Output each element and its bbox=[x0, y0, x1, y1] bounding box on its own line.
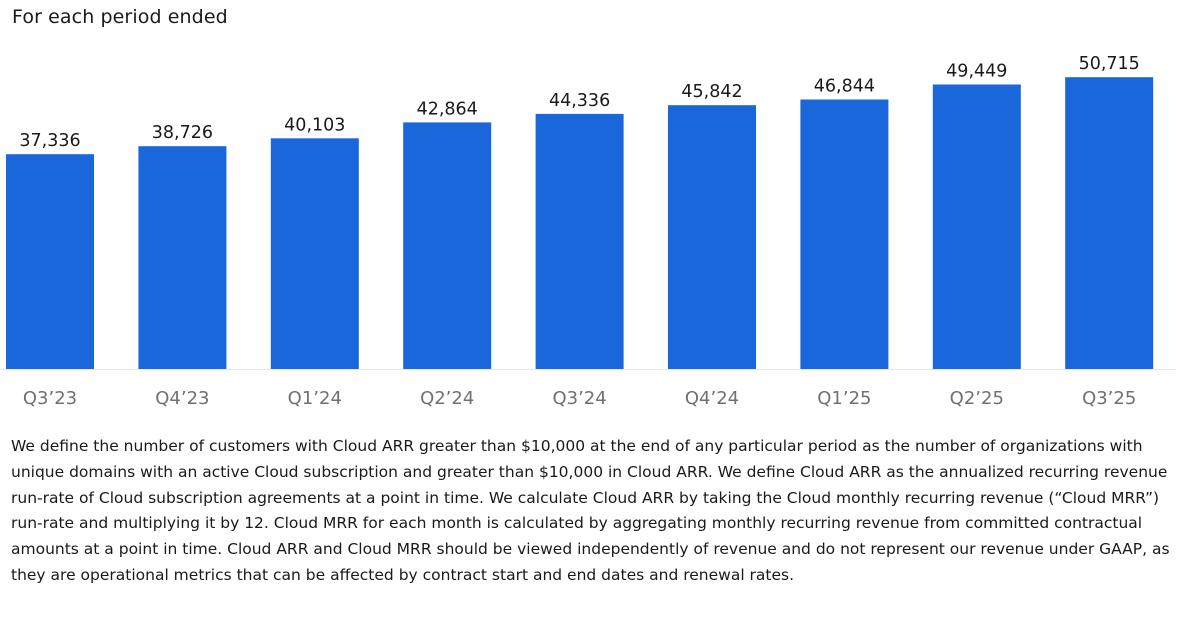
footnote-text: We define the number of customers with C… bbox=[11, 437, 1170, 584]
value-labels-group: 37,336 38,726 40,103 42,864 44,336 45,842 46,8… bbox=[19, 54, 1139, 151]
bar-1 bbox=[138, 146, 227, 369]
bar-0 bbox=[6, 154, 94, 369]
bar-6 bbox=[800, 99, 889, 369]
x-tick-labels-group: Q3’23 Q4’23 Q1’24 Q2’24 Q3’24 Q4’24 Q1’25 Q2’25… bbox=[23, 388, 1136, 409]
x-tick-label: Q3’24 bbox=[552, 388, 606, 409]
bar-value-label: 37,336 bbox=[19, 131, 80, 151]
bar-4 bbox=[535, 113, 624, 370]
bar-5 bbox=[668, 105, 756, 369]
bar-value-label: 44,336 bbox=[549, 91, 610, 111]
x-tick-label: Q2’25 bbox=[950, 388, 1004, 409]
bar-value-label: 38,726 bbox=[152, 123, 213, 143]
x-tick-label: Q4’23 bbox=[155, 388, 209, 409]
x-tick-label: Q3’23 bbox=[23, 388, 77, 409]
x-tick-label: Q3’25 bbox=[1082, 388, 1136, 409]
bar-value-label: 49,449 bbox=[946, 62, 1007, 82]
bar-value-label: 46,844 bbox=[814, 77, 875, 97]
bar-8 bbox=[1065, 77, 1154, 369]
bar-value-label: 40,103 bbox=[284, 115, 345, 135]
x-tick-label: Q1’24 bbox=[288, 388, 342, 409]
bars-group bbox=[6, 77, 1154, 370]
bar-value-label: 42,864 bbox=[417, 99, 478, 119]
bar-value-label: 45,842 bbox=[681, 82, 742, 102]
bar-3 bbox=[403, 122, 492, 370]
x-tick-label: Q1’25 bbox=[817, 388, 871, 409]
bar-2 bbox=[270, 138, 359, 369]
bar-chart: 37,336 38,726 40,103 42,864 44,336 45,842 46,8… bbox=[0, 54, 1176, 409]
bar-value-label: 50,715 bbox=[1079, 54, 1140, 74]
x-tick-label: Q4’24 bbox=[685, 388, 739, 409]
x-tick-label: Q2’24 bbox=[420, 388, 474, 409]
chart-subtitle: For each period ended bbox=[12, 6, 228, 28]
bar-7 bbox=[932, 84, 1021, 369]
